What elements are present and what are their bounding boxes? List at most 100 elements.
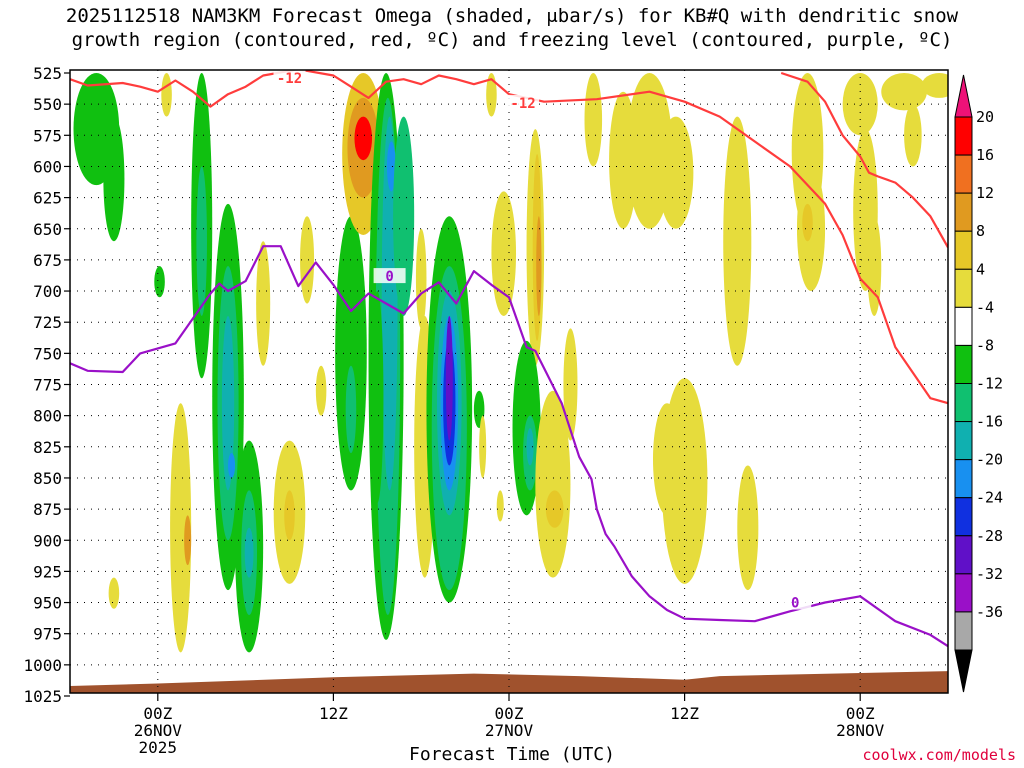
colorbar-swatch-8 [954,421,973,461]
dgz-minus12-contour-label-bg-0 [273,70,306,85]
omega-region-51 [526,428,534,466]
colorbar-swatch-2 [954,192,973,232]
omega-region-26 [354,116,373,161]
x-tick-date-20: 27NOV [485,721,534,740]
chart-title: 2025112518 NAM3KM Forecast Omega (shaded… [0,4,1024,52]
omega-region-52 [535,390,571,578]
omega-region-31 [371,291,384,503]
omega-region-7 [108,577,120,609]
x-axis-label: Forecast Time (UTC) [409,744,615,765]
x-tick-label-0: 00Z [143,704,172,723]
colorbar-label-3: 8 [976,222,985,240]
y-tick-label-850: 850 [33,469,62,488]
omega-region-61 [723,116,752,366]
colorbar-swatch-12 [954,573,973,613]
y-axis: 525 550 575 600 625 650 675 700 725 750 775 800 825 8… [23,64,70,706]
x-tick-label-40: 00Z [846,704,875,723]
colorbar-label-4: 4 [976,260,985,278]
colorbar-label-7: -12 [976,375,1003,393]
y-tick-label-725: 725 [33,313,62,332]
y-tick-label-550: 550 [33,95,62,114]
dgz-minus12-contour [70,70,948,405]
omega-region-42 [479,415,487,478]
credit-text: coolwx.com/models [862,746,1016,764]
omega-region-40 [445,315,453,441]
omega-region-55 [584,73,603,167]
freezing-level-contour-label-1: 0 [791,596,799,612]
y-tick-label-625: 625 [33,189,62,208]
omega-region-13 [228,453,236,478]
y-tick-label-750: 750 [33,344,62,363]
colorbar-label-5: -4 [976,298,994,316]
ground-fill [70,671,948,693]
y-tick-label-700: 700 [33,282,62,301]
colorbar-swatch-9 [954,459,973,499]
colorbar-label-10: -24 [976,489,1003,507]
colorbar-swatch-6 [954,344,973,384]
omega-region-20 [300,216,315,304]
x-tick-label-10: 12Z [319,704,348,723]
colorbar-swatch-10 [954,497,973,537]
omega-region-6 [184,515,192,566]
y-tick-label-900: 900 [33,531,62,550]
omega-region-58 [658,116,694,229]
x-tick-label-30: 12Z [670,704,699,723]
omega-region-66 [842,73,878,136]
x-tick-date-40: 28NOV [836,721,885,740]
colorbar-swatch-5 [954,306,973,346]
y-tick-label-825: 825 [33,438,62,457]
omega-region-53 [545,490,564,528]
omega-region-54 [563,328,578,441]
y-tick-label-1000: 1000 [23,656,62,675]
colorbar-label-6: -8 [976,336,994,354]
omega-region-5 [170,403,192,653]
omega-region-2 [103,116,125,242]
omega-region-19 [284,490,295,541]
y-tick-label-525: 525 [33,64,62,83]
dgz-minus12-contour-label-0: -12 [277,71,302,87]
contours: -12 -12 0 0 [70,70,948,648]
y-tick-label-800: 800 [33,407,62,426]
colorbar-label-13: -36 [976,603,1003,621]
omega-region-65 [802,203,813,242]
colorbar-swatch-0 [954,116,973,156]
title-line-2: growth region (contoured, red, ºC) and f… [71,29,953,51]
colorbar-label-0: 20 [976,108,994,126]
colorbar-label-9: -20 [976,451,1003,469]
colorbar-label-8: -16 [976,413,1003,431]
colorbar-legend: 20 16 12 8 4 -4 -8 -12 -16 -20 -24 -28 -32 -36 [954,74,1003,693]
omega-region-1 [77,116,92,167]
colorbar-label-11: -28 [976,527,1003,545]
omega-region-72 [904,104,922,167]
x-tick-year-0: 2025 [139,738,178,757]
terrain-ground [70,671,948,693]
title-line-1: 2025112518 NAM3KM Forecast Omega (shaded… [65,5,959,27]
colorbar-label-12: -32 [976,565,1003,583]
y-tick-label-925: 925 [33,562,62,581]
colorbar-label-1: 16 [976,146,994,164]
omega-region-23 [345,365,357,454]
y-tick-label-575: 575 [33,126,62,145]
omega-region-3 [161,73,172,117]
y-tick-label-950: 950 [33,594,62,613]
dgz-minus12-contour-label-bg-1 [507,94,540,110]
dgz-minus12-contour-label-1: -12 [510,96,535,112]
dgz-upper-contour [780,71,948,248]
omega-region-30 [386,141,396,192]
y-tick-label-650: 650 [33,220,62,239]
colorbar-swatch-1 [954,154,973,194]
freezing-level-contour-label-0: 0 [385,269,393,285]
omega-region-43 [486,73,497,117]
omega-region-60 [652,403,682,516]
colorbar-swatch-13 [954,611,973,651]
freezing-level-contour-label-bg-0 [373,268,406,284]
omega-region-34 [415,228,427,329]
x-tick-label-20: 00Z [495,704,524,723]
omega-region-9 [196,166,207,316]
omega-region-62 [737,465,759,591]
omega-region-69 [881,73,927,111]
omega-region-44 [491,191,517,316]
colorbar-label-2: 12 [976,184,994,202]
